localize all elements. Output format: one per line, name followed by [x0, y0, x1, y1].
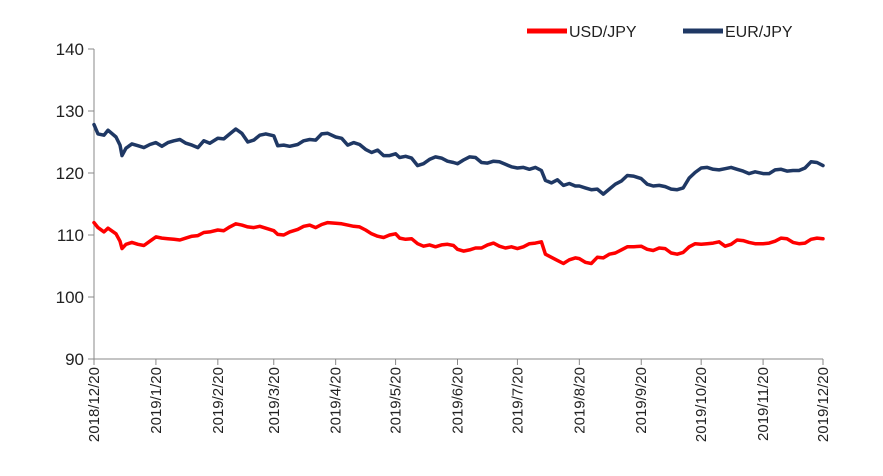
y-tick-label: 120	[56, 164, 84, 183]
series-line-usd-jpy	[92, 220, 825, 266]
y-tick-label: 100	[56, 288, 84, 307]
x-tick-label: 2019/1/20	[148, 367, 165, 434]
x-tick-label: 2019/4/20	[328, 367, 345, 434]
x-tick-label: 2019/12/20	[815, 367, 832, 442]
x-tick-label: 2019/11/20	[755, 367, 772, 441]
x-axis: 2018/12/20 2019/1/20 2019/2/20 2019/3/20 201…	[86, 358, 832, 442]
x-tick-label: 2019/9/20	[633, 367, 650, 434]
y-tick-label: 130	[56, 102, 84, 121]
y-tick-label: 90	[65, 350, 84, 369]
x-tick-label: 2019/8/20	[571, 367, 588, 434]
legend: USD/JPY EUR/JPY	[527, 24, 793, 41]
series-layer	[92, 122, 825, 266]
x-tick-label: 2019/6/20	[450, 367, 467, 434]
x-tick-label: 2019/10/20	[693, 367, 710, 442]
series-line-eur-jpy	[92, 122, 825, 196]
legend-label: EUR/JPY	[725, 24, 793, 41]
x-tick-label: 2019/5/20	[388, 367, 405, 434]
x-tick-label: 2019/3/20	[266, 367, 283, 434]
x-tick-label: 2018/12/20	[86, 367, 103, 442]
x-tick-label: 2019/2/20	[210, 367, 227, 434]
y-axis: 140 130 120 110 100 90	[56, 40, 95, 369]
legend-label: USD/JPY	[569, 24, 637, 41]
x-tick-label: 2019/7/20	[509, 367, 526, 434]
y-tick-label: 110	[57, 226, 84, 245]
y-tick-label: 140	[56, 40, 84, 59]
